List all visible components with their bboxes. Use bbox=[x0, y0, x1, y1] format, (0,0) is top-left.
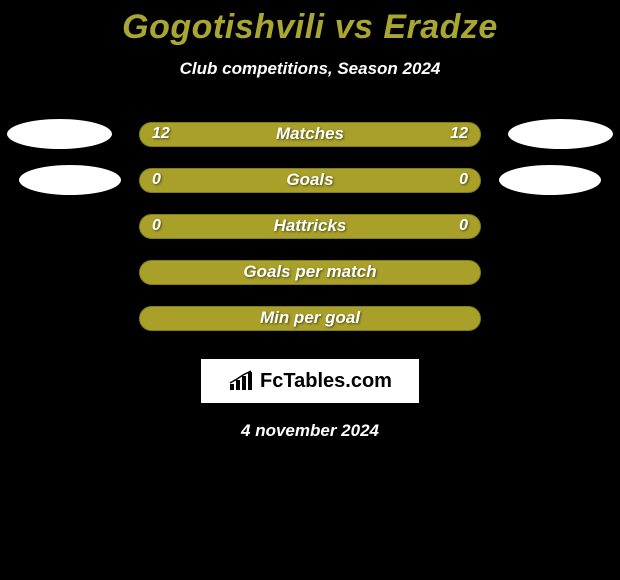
logo-text: FcTables.com bbox=[260, 370, 392, 393]
stat-bar: Goals per match bbox=[139, 260, 481, 285]
stat-rows: Matches 12 12 Goals 0 0 Hattricks 0 0 Goals per m… bbox=[0, 111, 620, 341]
stat-value-left: 0 bbox=[152, 171, 161, 189]
date-label: 4 november 2024 bbox=[0, 421, 620, 441]
player-ellipse-left bbox=[19, 165, 121, 195]
page-title: Gogotishvili vs Eradze bbox=[0, 8, 620, 47]
stat-bar: Goals 0 0 bbox=[139, 168, 481, 193]
player-ellipse-right bbox=[508, 119, 613, 149]
stat-label: Matches bbox=[276, 124, 344, 144]
chart-icon bbox=[228, 370, 254, 392]
stat-bar: Matches 12 12 bbox=[139, 122, 481, 147]
stat-row: Hattricks 0 0 bbox=[0, 203, 620, 249]
stat-label: Goals per match bbox=[243, 262, 376, 282]
stat-value-right: 0 bbox=[459, 217, 468, 235]
stat-value-right: 12 bbox=[450, 125, 468, 143]
stat-value-right: 0 bbox=[459, 171, 468, 189]
stat-row: Min per goal bbox=[0, 295, 620, 341]
stat-label: Hattricks bbox=[274, 216, 347, 236]
stat-label: Min per goal bbox=[260, 308, 360, 328]
stat-row: Goals per match bbox=[0, 249, 620, 295]
stat-value-left: 0 bbox=[152, 217, 161, 235]
infographic-container: Gogotishvili vs Eradze Club competitions… bbox=[0, 0, 620, 441]
player-ellipse-right bbox=[499, 165, 601, 195]
stat-label: Goals bbox=[286, 170, 333, 190]
logo-inner: FcTables.com bbox=[228, 370, 392, 393]
stat-bar: Hattricks 0 0 bbox=[139, 214, 481, 239]
stat-value-left: 12 bbox=[152, 125, 170, 143]
player-ellipse-left bbox=[7, 119, 112, 149]
stat-row: Goals 0 0 bbox=[0, 157, 620, 203]
stat-row: Matches 12 12 bbox=[0, 111, 620, 157]
page-subtitle: Club competitions, Season 2024 bbox=[0, 59, 620, 79]
logo-box: FcTables.com bbox=[201, 359, 419, 403]
stat-bar: Min per goal bbox=[139, 306, 481, 331]
